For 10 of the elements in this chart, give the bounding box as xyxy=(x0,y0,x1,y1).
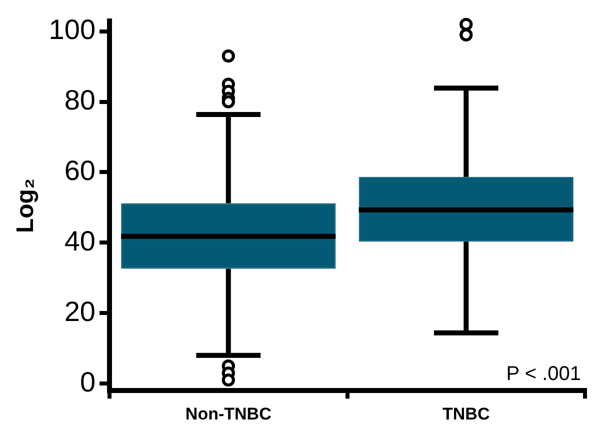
annotation: P < .001 xyxy=(506,363,581,386)
y-tick-label: 80 xyxy=(64,84,96,116)
x-tick-label: TNBC xyxy=(442,404,490,424)
y-axis-title: Log₂ xyxy=(12,178,40,234)
y-tick-label: 100 xyxy=(48,14,96,46)
y-tick-label: 0 xyxy=(80,366,96,398)
x-tick-label: Non-TNBC xyxy=(185,404,272,424)
y-tick-label: 40 xyxy=(64,225,96,256)
y-tick-label: 20 xyxy=(64,296,96,327)
y-tick-label: 60 xyxy=(64,154,96,186)
